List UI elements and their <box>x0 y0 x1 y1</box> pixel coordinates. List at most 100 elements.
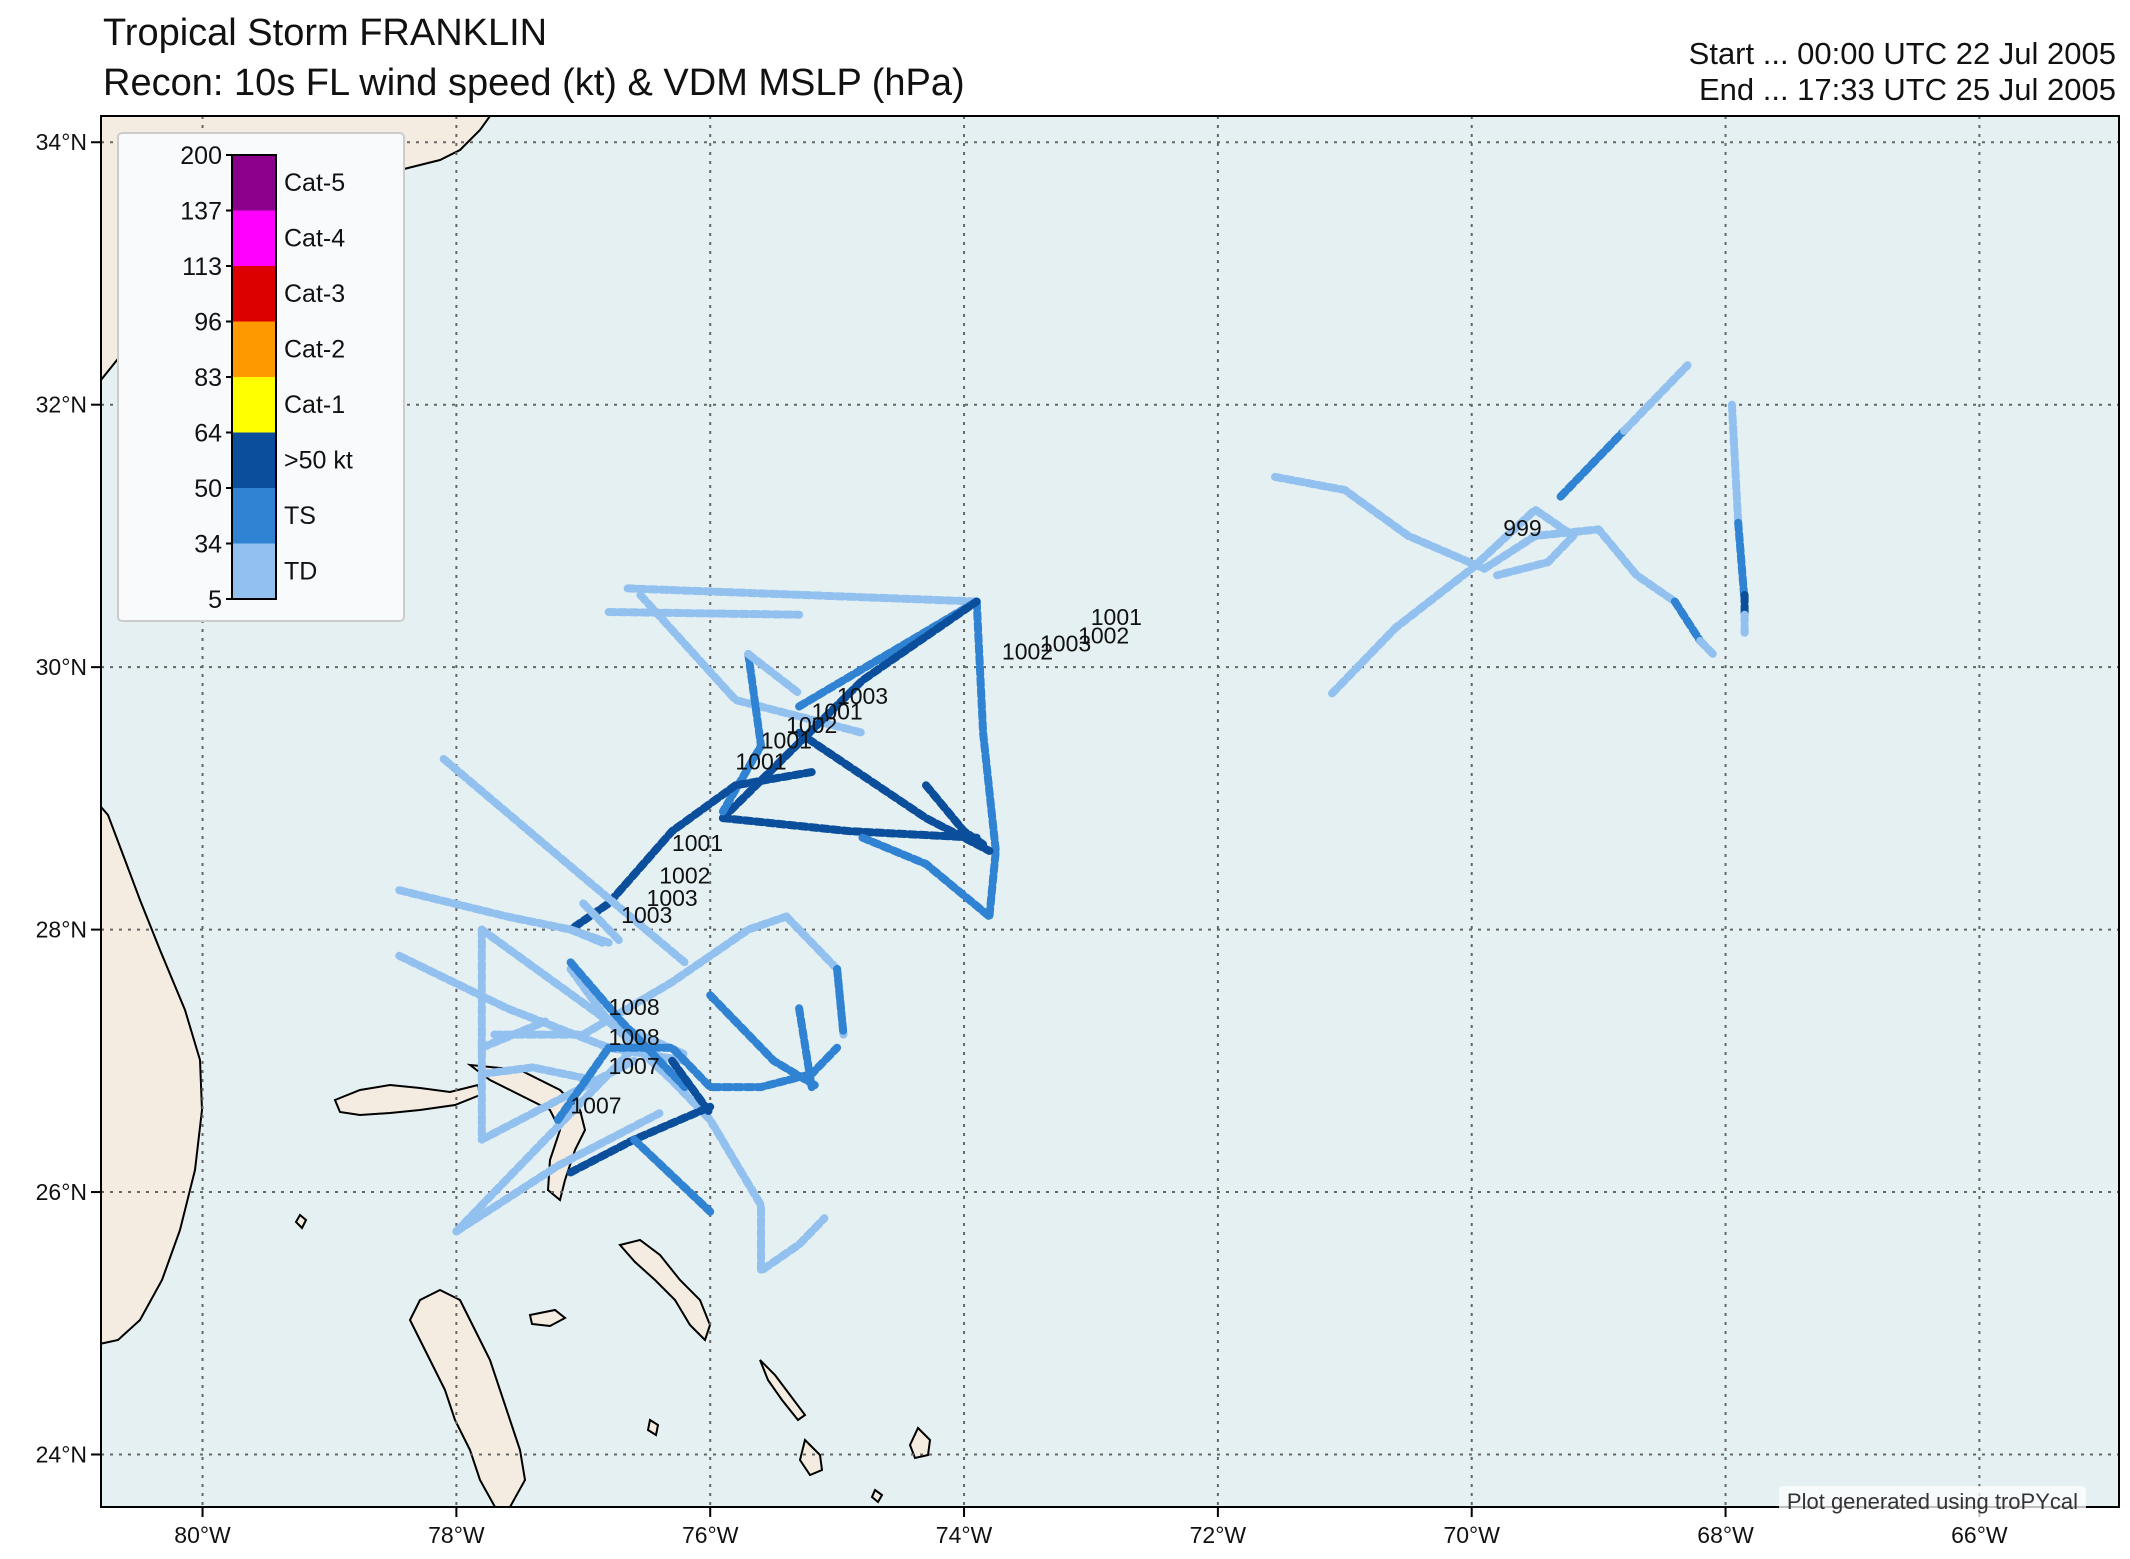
colorbar-tick-label: 34 <box>194 531 222 559</box>
colorbar-tick-label: 113 <box>182 253 222 281</box>
lat-tick-label: 26°N <box>36 1179 87 1205</box>
colorbar-segment <box>232 155 276 211</box>
lon-tick-label: 80°W <box>174 1522 231 1548</box>
colorbar-bin-label: >50 kt <box>284 446 353 474</box>
gridlines <box>101 116 2119 1507</box>
lon-tick-label: 72°W <box>1190 1522 1247 1548</box>
lat-tick-label: 32°N <box>36 392 87 418</box>
colorbar-segment <box>232 321 276 377</box>
end-time: End ... 17:33 UTC 25 Jul 2005 <box>1698 72 2116 107</box>
lon-tick-label: 70°W <box>1443 1522 1500 1548</box>
recon-track-segment <box>1696 636 1717 658</box>
colorbar-bin-label: Cat-2 <box>284 335 345 363</box>
chart-title: Tropical Storm FRANKLIN <box>103 12 548 54</box>
recon-track-segment <box>718 814 981 842</box>
mslp-label: 1001 <box>812 699 863 725</box>
credit-text: Plot generated using troPYcal <box>1778 1486 2086 1518</box>
recon-track-segment <box>795 728 994 855</box>
ocean-background <box>101 116 2119 1507</box>
lon-tick-label: 66°W <box>1951 1522 2008 1548</box>
recon-track-segment <box>566 958 689 1092</box>
axis-ticks: 80°W 78°W 76°W 74°W 72°W 70°W 68°W 66°W 24°N 26°N… <box>36 129 2008 1548</box>
colorbar-segment <box>232 432 276 488</box>
colorbar-segment <box>232 210 276 266</box>
recon-track-segment <box>477 1017 550 1052</box>
recon-track-segment <box>858 833 994 921</box>
recon-track-segment <box>623 584 981 606</box>
recon-track-segment <box>706 991 823 1092</box>
colorbar-segment <box>232 488 276 544</box>
recon-track-segment <box>1328 505 1578 698</box>
lon-tick-label: 78°W <box>428 1522 485 1548</box>
mslp-label: 1007 <box>608 1053 659 1079</box>
mslp-label: 1001 <box>1091 604 1142 630</box>
colorbar-tick-label: 5 <box>208 586 222 614</box>
lon-tick-label: 74°W <box>936 1522 993 1548</box>
map-frame <box>100 115 2120 1508</box>
colorbar-tick-label: 83 <box>194 364 222 392</box>
recon-track-segment <box>1480 525 1679 606</box>
andros-island <box>408 1288 527 1507</box>
colorbar-tick-label: 64 <box>194 420 222 448</box>
mslp-label: 1002 <box>1078 623 1129 649</box>
lon-tick-label: 76°W <box>682 1522 739 1548</box>
mslp-label: 1007 <box>570 1092 621 1118</box>
colorbar-bin-label: Cat-3 <box>284 280 345 308</box>
recon-track-segment <box>566 965 829 1275</box>
colorbar-bin-label: Cat-4 <box>284 224 345 252</box>
berry-islands <box>294 1213 308 1230</box>
mslp-label: 1003 <box>837 683 888 709</box>
recon-track-segment <box>630 1135 715 1216</box>
recon-track-segment <box>833 965 848 1039</box>
mslp-label: 1001 <box>672 830 723 856</box>
new-providence-island <box>528 1308 567 1328</box>
colorbar-legend: Cat-5 Cat-4 Cat-3 Cat-2 Cat-1 >50 kt TS TD 200 13… <box>117 132 405 622</box>
recon-track-segment <box>579 899 626 947</box>
colorbar-bin-label: TD <box>284 557 317 585</box>
chart-subtitle: Recon: 10s FL wind speed (kt) & VDM MSLP… <box>103 62 965 104</box>
mslp-label: 1003 <box>1040 630 1091 656</box>
cat-island <box>908 1426 932 1460</box>
mslp-label: 1002 <box>786 712 837 738</box>
bimini-islands <box>646 1418 660 1437</box>
exuma-island <box>759 1359 807 1422</box>
colorbar-segment <box>232 266 276 322</box>
recon-track-segment <box>795 1004 816 1092</box>
colorbar-tick-label: 137 <box>180 198 222 226</box>
recon-track-segment <box>1556 426 1628 501</box>
eleuthera-island <box>618 1238 712 1342</box>
recon-track-segment <box>490 912 791 1039</box>
colorbar: Cat-5 Cat-4 Cat-3 Cat-2 Cat-1 >50 kt TS TD 200 13… <box>180 142 353 614</box>
recon-track-segment <box>1620 361 1692 435</box>
lat-tick-label: 28°N <box>36 917 87 943</box>
mslp-label: 1002 <box>659 863 710 889</box>
mslp-label: 1003 <box>647 885 698 911</box>
recon-track-segment <box>477 1063 600 1085</box>
lat-tick-label: 34°N <box>36 129 87 155</box>
recon-track-segment <box>922 781 988 849</box>
mslp-label: 999 <box>1503 515 1541 541</box>
colorbar-tick-label: 50 <box>194 475 222 503</box>
recon-track-segment <box>744 650 804 698</box>
recon-track-segment <box>1727 400 1743 527</box>
lat-tick-label: 30°N <box>36 654 87 680</box>
recon-track-segment <box>1271 472 1489 573</box>
recon-track-segment <box>972 597 1000 921</box>
recon-track-segment <box>452 1109 664 1236</box>
colorbar-bin-label: Cat-5 <box>284 169 345 197</box>
mslp-label: 1008 <box>608 1024 659 1050</box>
mslp-label: 1001 <box>761 728 812 754</box>
recon-track-segment <box>718 597 981 823</box>
florida-landmass <box>101 805 204 1345</box>
long-island <box>798 1438 824 1477</box>
san-salvador-island <box>870 1488 884 1504</box>
mslp-label: 1001 <box>735 749 786 775</box>
recon-tracks <box>395 361 1749 1275</box>
recon-track-segment <box>477 1056 639 1144</box>
mslp-labels: 1003100110021001100110011002100310031001… <box>570 515 1541 1118</box>
mslp-label: 1002 <box>1002 638 1053 664</box>
mslp-label: 1008 <box>608 994 659 1020</box>
recon-track-segment <box>604 608 804 619</box>
lon-tick-label: 68°W <box>1697 1522 1754 1548</box>
